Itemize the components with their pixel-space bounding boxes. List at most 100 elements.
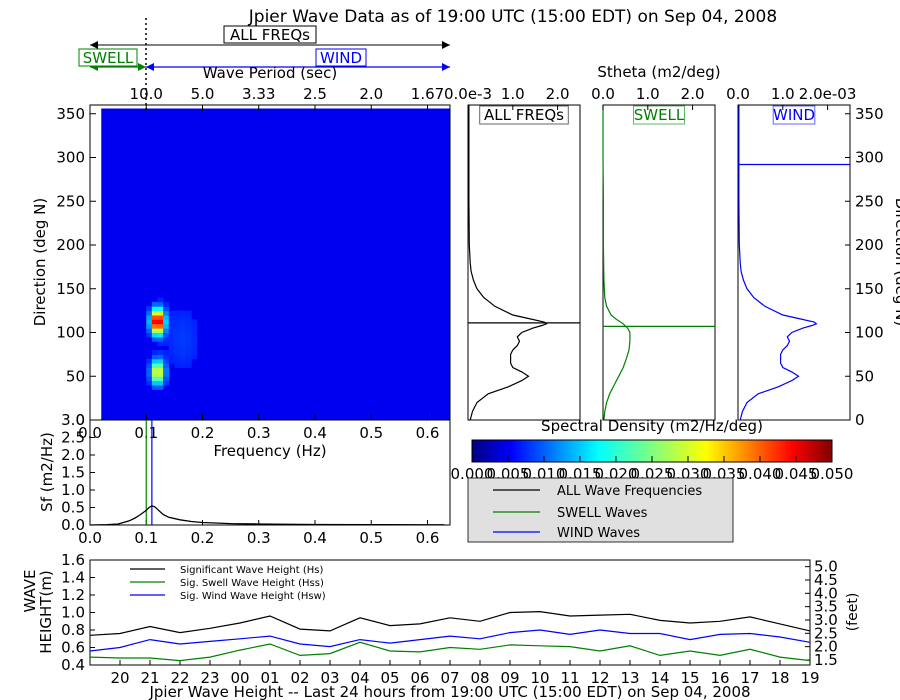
figure-title: Jpier Wave Data as of 19:00 UTC (15:00 E…: [248, 7, 777, 27]
height-right-ylabel: (feet): [845, 593, 861, 632]
heatmap-cell: [180, 332, 187, 338]
height-xtick-label: 14: [650, 669, 669, 687]
spectrum-xtick-label: 0.2: [191, 424, 215, 442]
heatmap-cell: [168, 323, 175, 329]
height-ytick-label: 1.6: [61, 551, 85, 569]
wind-label-box: [315, 48, 367, 67]
heatmap-cell: [185, 332, 192, 338]
height-series-line: [89, 610, 811, 636]
stheta-panel-label-box: [479, 105, 569, 125]
stheta-panel-label: WIND: [773, 106, 815, 124]
heatmap-cell: [185, 345, 192, 351]
heatmap-cell: [185, 310, 192, 316]
heatmap-cell: [168, 350, 175, 355]
all-freqs-arrowhead-left: [90, 41, 98, 49]
height-xtick-label: 02: [290, 669, 309, 687]
spectrum-bottom-xtick-label: 0.2: [191, 529, 215, 547]
height-ytick-label: 0.4: [61, 656, 85, 674]
stheta-panel-wind: WIND 0.0 1.0 2.0e-03 0 50 100 150 200 250 300 350 Di…: [726, 85, 900, 429]
height-xtick-label: 20: [110, 669, 129, 687]
heatmap-cell: [163, 310, 170, 316]
height-ytick-label: 1.2: [61, 586, 85, 604]
colorbar-tick-label: 0.050: [811, 465, 854, 483]
heatmap-cell: [157, 328, 164, 333]
heatmap-cell: [163, 328, 170, 333]
heatmap-cell: [151, 367, 158, 373]
spectrum-frame: [89, 419, 451, 526]
heatmap-cell: [151, 306, 158, 312]
heatmap-cell: [157, 297, 164, 303]
colorbar: Spectral Density (m2/Hz/deg) 0.0000.0050…: [451, 417, 854, 483]
heatmap-cell: [185, 354, 192, 360]
heatmap-cell: [180, 341, 187, 347]
height-ytick-label: 0.6: [61, 639, 85, 657]
heatmap-cell: [174, 336, 181, 342]
stheta-ytick-label: 250: [855, 192, 884, 210]
heatmap-cell: [151, 315, 158, 320]
heatmap-cell: [174, 328, 181, 333]
heatmap-cell: [185, 323, 192, 329]
heatmap-cell: [168, 310, 175, 316]
height-ticks: 0.40.60.81.01.21.41.6 1.52.02.53.03.54.04…: [61, 551, 838, 687]
height-lines: [89, 610, 811, 662]
wind-label: WIND: [320, 49, 362, 67]
heatmap-ytick-label: 0: [75, 411, 85, 429]
heatmap-cell: [191, 354, 198, 360]
heatmap-cell: [168, 328, 175, 333]
heatmap-cell: [151, 350, 158, 355]
heatmap-cell: [185, 358, 192, 364]
heatmap-cell: [157, 341, 164, 347]
height-ylabel-line1: WAVE: [21, 569, 39, 612]
heatmap-cell: [180, 363, 187, 368]
height-xtick-label: 12: [590, 669, 609, 687]
stheta-panel-label: SWELL: [634, 106, 685, 124]
heatmap-cell: [146, 367, 153, 373]
height-xtick-label: 06: [410, 669, 429, 687]
all-freqs-arrowhead-right: [442, 41, 450, 49]
stheta-ytick-label: 0: [855, 411, 865, 429]
spectrum-ytick-label: 2.5: [61, 429, 85, 447]
heatmap-panel: Wave Period (sec) 0 50 100 150 200 250 300 350 1…: [31, 64, 451, 429]
stheta-top-tick-label: 2.0e-03: [799, 85, 857, 103]
all-freqs-label: ALL FREQs: [230, 26, 310, 44]
heatmap-cell: [157, 310, 164, 316]
heatmap-ticks: 0 50 100 150 200 250 300 350 10.0 5.0 3.33 2.5 2.0 1.…: [56, 85, 444, 429]
heatmap-ylabel: Direction (deg N): [31, 198, 49, 327]
swell-arrowhead-right: [138, 63, 146, 71]
heatmap-cell: [163, 319, 170, 325]
spectrum-bottom-xtick-label: 0.1: [134, 529, 158, 547]
heatmap-cell: [157, 354, 164, 360]
wind-arrowhead-right: [442, 63, 450, 71]
wind-arrowhead-left: [146, 63, 154, 71]
height-xtick-label: 07: [440, 669, 459, 687]
stheta-top-tick-label: 1.0: [636, 85, 660, 103]
height-legend: Significant Wave Height (Hs) Sig. Swell W…: [130, 565, 326, 602]
height-right-ytick-label: 3.0: [814, 611, 838, 629]
heatmap-cell: [146, 306, 153, 312]
heatmap-cell: [191, 350, 198, 355]
legend-box: [467, 477, 734, 543]
heatmap-cell: [157, 315, 164, 320]
heatmap-cell: [151, 385, 158, 390]
heatmap-cell: [163, 376, 170, 382]
heatmap-cell: [191, 323, 198, 329]
band-arrows: ALL FREQs SWELL WIND: [78, 18, 450, 420]
heatmap-cell: [174, 332, 181, 338]
height-right-ytick-label: 4.5: [814, 571, 838, 589]
heatmap-cell: [174, 363, 181, 368]
heatmap-cell: [157, 323, 164, 329]
height-ylabel-line2: HEIGHT(m): [37, 570, 55, 654]
height-xtick-label: 16: [710, 669, 729, 687]
heatmap-cell: [174, 341, 181, 347]
heatmap-cell: [191, 319, 198, 325]
heatmap-cell: [146, 328, 153, 333]
stheta-top-label: Stheta (m2/deg): [597, 63, 720, 81]
spectrum-ticks: 0.00.51.01.52.02.53.00.00.00.10.10.20.20…: [61, 411, 439, 547]
swell-label-box: [78, 48, 138, 67]
heatmap-cell: [180, 323, 187, 329]
heatmap-cell: [157, 319, 164, 325]
stheta-top-tick-label: 0.0: [591, 85, 615, 103]
spectrum-ytick-label: 0.5: [61, 499, 85, 517]
stheta-panel-all-freqs: ALL FREQs 0.0e-3 1.0 2.0: [444, 85, 581, 421]
spectrum-bottom-xtick-label: 0.4: [303, 529, 327, 547]
